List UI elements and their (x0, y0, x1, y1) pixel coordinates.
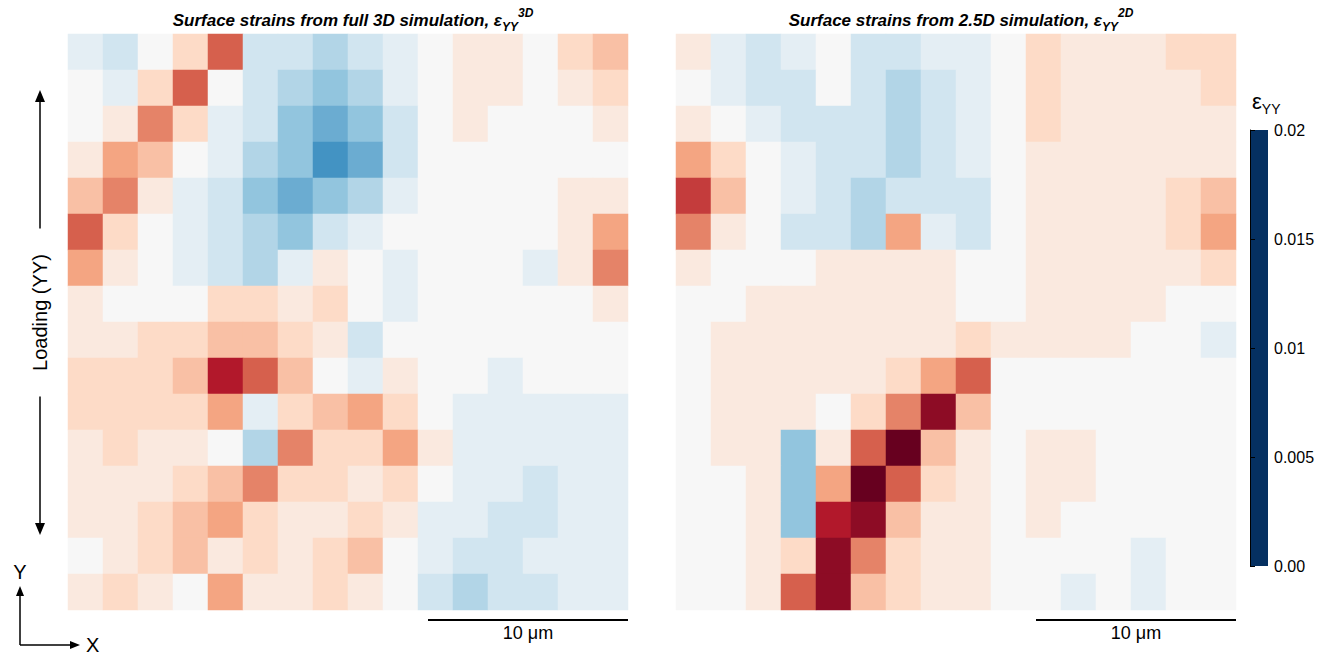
svg-text:0.005: 0.005 (1274, 449, 1314, 466)
svg-text:YY: YY (1262, 101, 1281, 117)
svg-text:YY: YY (1102, 20, 1119, 34)
svg-text:YY: YY (502, 20, 519, 34)
svg-text:Surface strains from full 3D s: Surface strains from full 3D simulation,… (173, 11, 503, 30)
svg-text:0.02: 0.02 (1274, 122, 1305, 139)
svg-text:0.015: 0.015 (1274, 231, 1314, 248)
svg-text:Y: Y (13, 561, 26, 583)
svg-text:Surface strains from 2.5D simu: Surface strains from 2.5D simulation, ε (789, 11, 1103, 30)
svg-text:0.00: 0.00 (1274, 558, 1305, 575)
svg-text:10 μm: 10 μm (1111, 623, 1161, 643)
svg-text:0.01: 0.01 (1274, 340, 1305, 357)
svg-text:X: X (86, 634, 99, 656)
svg-text:Loading (YY): Loading (YY) (29, 254, 51, 371)
svg-text:2D: 2D (1117, 6, 1134, 20)
svg-text:3D: 3D (518, 6, 534, 20)
svg-text:10 μm: 10 μm (503, 623, 553, 643)
svg-text:ε: ε (1252, 89, 1262, 114)
